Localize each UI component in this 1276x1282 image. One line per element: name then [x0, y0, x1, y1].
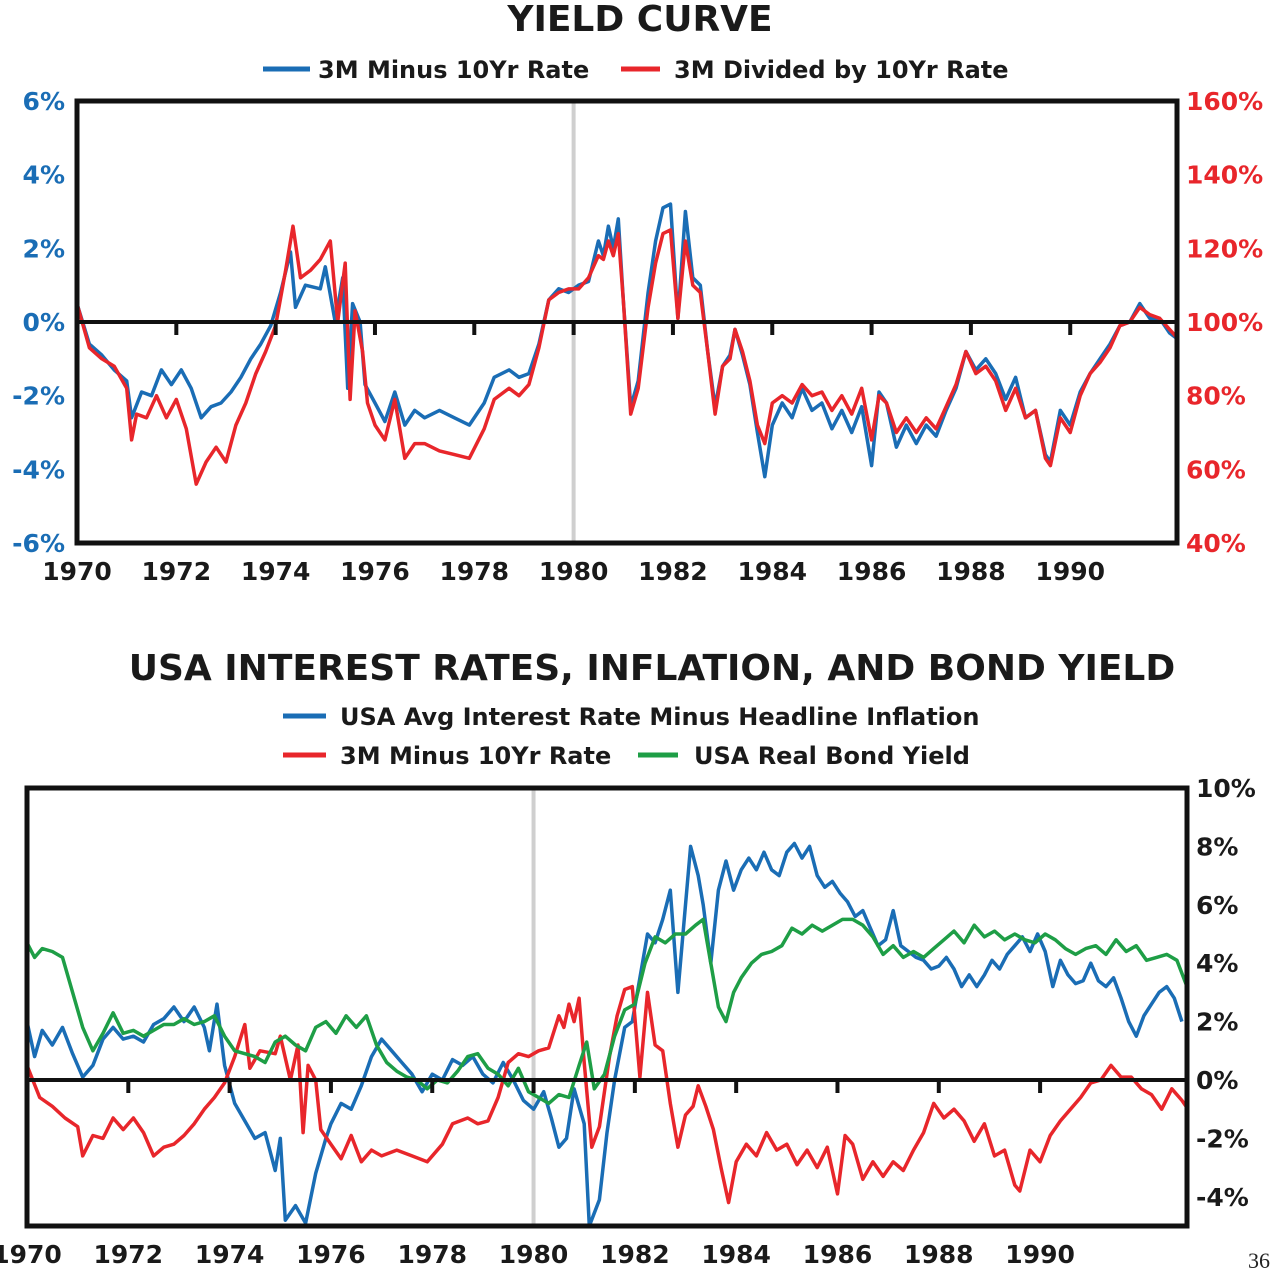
legend-label: 3M Minus 10Yr Rate	[318, 56, 589, 84]
legend-label: 3M Minus 10Yr Rate	[340, 742, 611, 770]
y-tick-label-right: 60%	[1186, 455, 1246, 484]
x-tick-label: 1990	[1005, 1240, 1075, 1269]
x-tick-label: 1988	[936, 557, 1006, 586]
series-line	[27, 841, 1184, 1226]
x-tick-label: 1970	[42, 557, 112, 586]
y-tick-label-left: -4%	[12, 455, 65, 484]
y-tick-label-right: 140%	[1186, 161, 1263, 190]
x-tick-label: 1986	[837, 557, 907, 586]
y-tick-label-right: -2%	[1196, 1124, 1249, 1153]
plot-frame	[74, 98, 1180, 546]
y-tick-label-right: 4%	[1196, 949, 1238, 978]
y-tick-label-right: 120%	[1186, 234, 1263, 263]
y-tick-label-right: 40%	[1186, 529, 1246, 558]
legend: USA Avg Interest Rate Minus Headline Inf…	[283, 703, 979, 770]
x-tick-label: 1990	[1035, 557, 1105, 586]
plot-area: 1970 1972 1974 1976 1978 1980 1982 1984 1986 1988…	[12, 87, 1263, 586]
x-tick-label: 1984	[737, 557, 807, 586]
x-tick-label: 1970	[0, 1240, 62, 1269]
x-tick-label: 1972	[94, 1240, 164, 1269]
legend-label: USA Real Bond Yield	[694, 742, 970, 770]
legend-label: USA Avg Interest Rate Minus Headline Inf…	[340, 703, 979, 731]
y-tick-label-right: 8%	[1196, 832, 1238, 861]
x-tick-label: 1980	[499, 1240, 569, 1269]
x-tick-label: 1972	[142, 557, 212, 586]
series-line	[27, 917, 1187, 1106]
y-tick-label-right: 80%	[1186, 382, 1246, 411]
plot-area: 1970 1972 1974 1976 1978 1980 1982 1984 1986 1988…	[0, 774, 1256, 1269]
x-tick-label: 1980	[539, 557, 609, 586]
x-tick-label: 1976	[340, 557, 410, 586]
chart-title: USA INTEREST RATES, INFLATION, AND BOND …	[129, 648, 1176, 689]
x-tick-label: 1976	[296, 1240, 366, 1269]
legend-label: 3M Divided by 10Yr Rate	[674, 56, 1009, 84]
x-tick-label: 1982	[638, 557, 708, 586]
y-tick-label-left: 6%	[23, 87, 65, 116]
y-tick-label-right: 160%	[1186, 87, 1263, 116]
y-tick-label-right: -4%	[1196, 1183, 1249, 1212]
y-tick-label-left: 2%	[23, 234, 65, 263]
y-tick-label-right: 100%	[1186, 308, 1263, 337]
x-tick-label: 1974	[241, 557, 311, 586]
x-tick-label: 1978	[439, 557, 509, 586]
series-line	[27, 984, 1187, 1205]
x-tick-label: 1974	[195, 1240, 265, 1269]
y-tick-label-left: -2%	[12, 382, 65, 411]
chart-title: YIELD CURVE	[506, 0, 772, 40]
x-tick-label: 1978	[397, 1240, 467, 1269]
interest-rates-chart: USA INTEREST RATES, INFLATION, AND BOND …	[0, 648, 1256, 1269]
x-tick-label: 1982	[600, 1240, 670, 1269]
legend: 3M Minus 10Yr Rate 3M Divided by 10Yr Ra…	[263, 56, 1009, 84]
x-tick-label: 1986	[803, 1240, 873, 1269]
series-line	[77, 224, 1177, 486]
x-tick-label: 1988	[904, 1240, 974, 1269]
y-tick-label-left: 0%	[23, 308, 65, 337]
x-tick-label: 1984	[701, 1240, 771, 1269]
y-tick-label-left: 4%	[23, 161, 65, 190]
y-tick-label-right: 10%	[1196, 774, 1256, 803]
series-line	[77, 202, 1177, 479]
y-tick-label-left: -6%	[12, 529, 65, 558]
plot-frame	[24, 785, 1190, 1229]
y-tick-label-right: 2%	[1196, 1008, 1238, 1037]
y-tick-label-right: 0%	[1196, 1066, 1238, 1095]
y-tick-label-right: 6%	[1196, 891, 1238, 920]
page-number: 36	[1248, 1248, 1270, 1273]
yield-curve-chart: YIELD CURVE 3M Minus 10Yr Rate 3M Divide…	[12, 0, 1263, 586]
